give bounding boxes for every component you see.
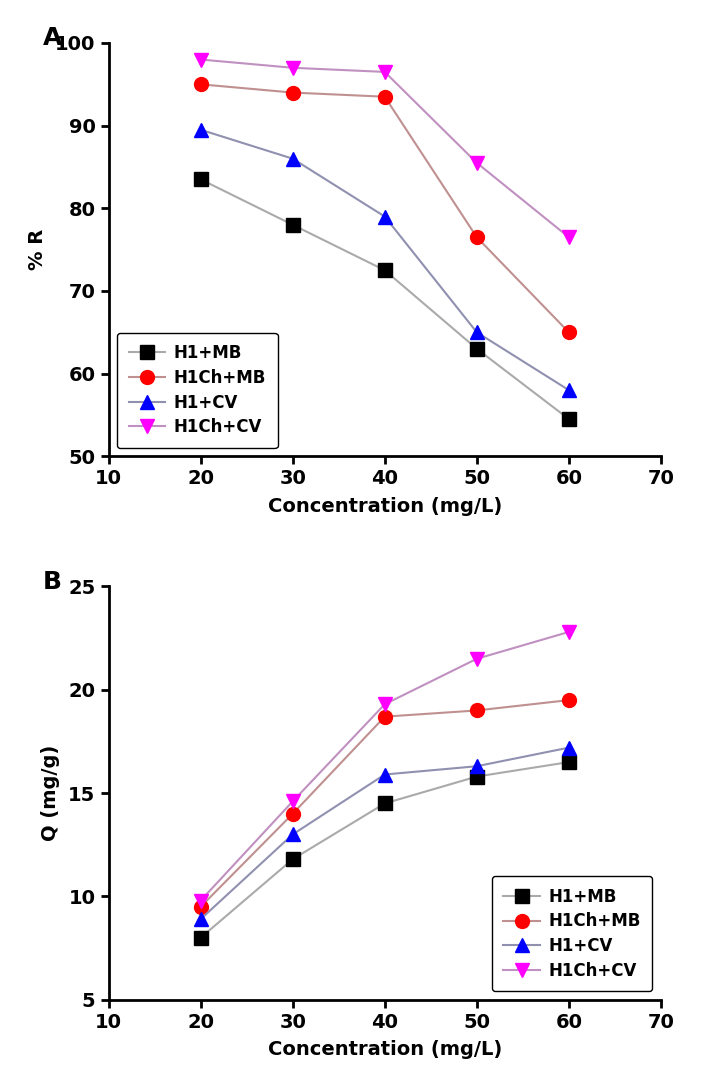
H1Ch+CV	[289, 61, 297, 74]
H1+MB	[289, 218, 297, 232]
H1Ch+CV	[197, 53, 205, 66]
H1+CV	[197, 123, 205, 136]
H1Ch+MB	[289, 86, 297, 99]
X-axis label: Concentration (mg/L): Concentration (mg/L)	[267, 497, 502, 515]
H1Ch+MB	[472, 704, 481, 717]
H1+CV	[472, 760, 481, 773]
H1Ch+MB	[564, 694, 573, 707]
Y-axis label: Q (mg/g): Q (mg/g)	[41, 745, 60, 841]
H1Ch+MB	[380, 90, 389, 103]
H1Ch+MB	[564, 326, 573, 339]
H1+CV	[564, 384, 573, 397]
H1Ch+MB	[472, 230, 481, 243]
H1+MB	[197, 173, 205, 186]
Line: H1+MB: H1+MB	[194, 173, 576, 426]
H1Ch+MB	[380, 710, 389, 723]
Line: H1Ch+MB: H1Ch+MB	[194, 77, 576, 339]
H1Ch+CV	[380, 65, 389, 78]
Line: H1Ch+MB: H1Ch+MB	[194, 694, 576, 914]
Line: H1Ch+CV: H1Ch+CV	[194, 52, 576, 245]
H1Ch+CV	[564, 230, 573, 243]
H1Ch+MB	[197, 78, 205, 91]
Line: H1+CV: H1+CV	[194, 740, 576, 926]
H1+MB	[472, 770, 481, 783]
H1+MB	[380, 797, 389, 810]
Line: H1+CV: H1+CV	[194, 123, 576, 397]
H1Ch+CV	[472, 652, 481, 665]
H1+MB	[380, 264, 389, 277]
Legend: H1+MB, H1Ch+MB, H1+CV, H1Ch+CV: H1+MB, H1Ch+MB, H1+CV, H1Ch+CV	[491, 876, 652, 991]
Y-axis label: % R: % R	[28, 229, 47, 271]
H1+CV	[289, 828, 297, 841]
H1Ch+MB	[289, 808, 297, 821]
H1+CV	[472, 326, 481, 339]
H1Ch+CV	[289, 795, 297, 808]
X-axis label: Concentration (mg/L): Concentration (mg/L)	[267, 1040, 502, 1059]
H1+MB	[289, 852, 297, 865]
H1+MB	[197, 932, 205, 945]
H1Ch+CV	[197, 894, 205, 907]
H1+MB	[564, 755, 573, 769]
H1Ch+CV	[380, 698, 389, 711]
H1+CV	[289, 152, 297, 165]
H1+MB	[472, 342, 481, 355]
H1Ch+MB	[197, 900, 205, 913]
H1+CV	[197, 913, 205, 926]
Line: H1+MB: H1+MB	[194, 755, 576, 945]
H1+CV	[380, 769, 389, 782]
H1Ch+CV	[564, 625, 573, 638]
H1+CV	[564, 741, 573, 754]
Line: H1Ch+CV: H1Ch+CV	[194, 625, 576, 908]
Legend: H1+MB, H1Ch+MB, H1+CV, H1Ch+CV: H1+MB, H1Ch+MB, H1+CV, H1Ch+CV	[117, 333, 278, 448]
H1Ch+CV	[472, 157, 481, 170]
H1+MB	[564, 412, 573, 425]
Text: B: B	[42, 570, 62, 594]
H1+CV	[380, 210, 389, 223]
Text: A: A	[42, 26, 62, 50]
